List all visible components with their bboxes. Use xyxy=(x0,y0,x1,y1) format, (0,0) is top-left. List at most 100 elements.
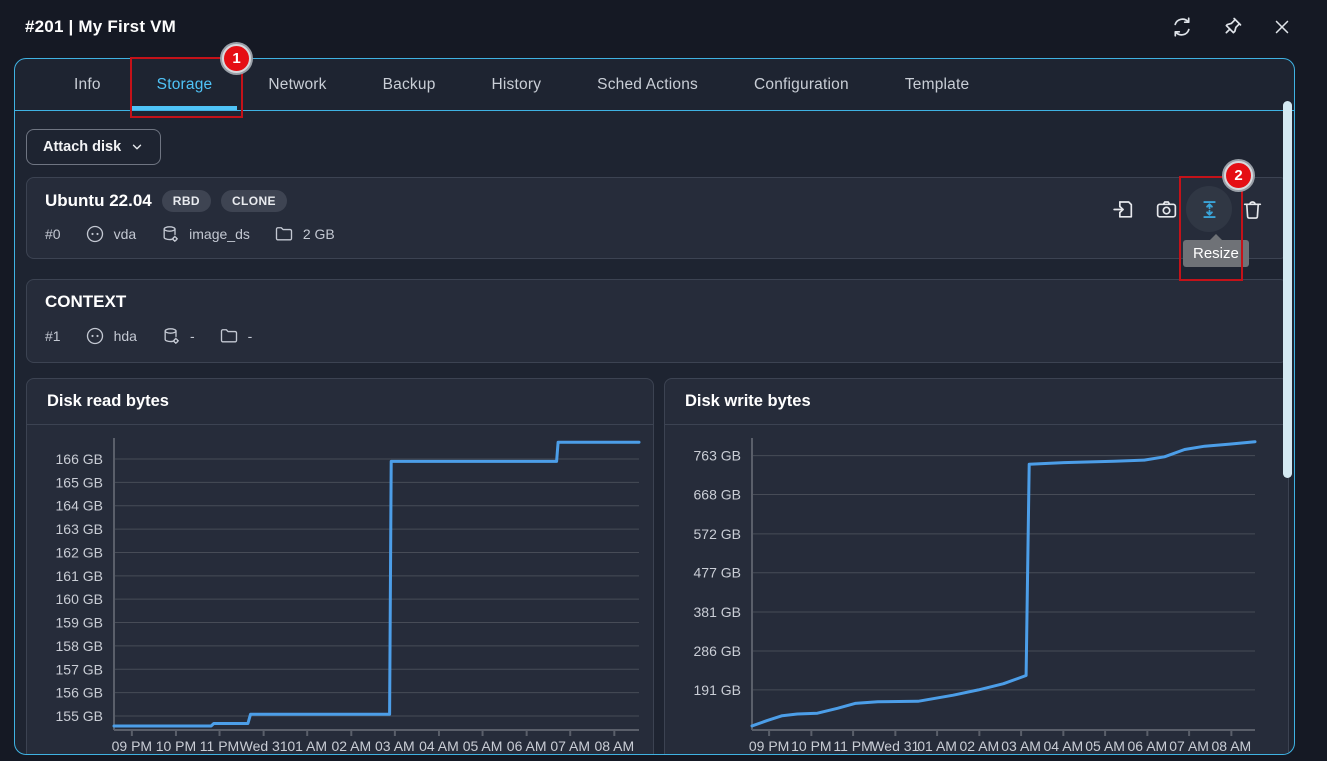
svg-text:155 GB: 155 GB xyxy=(56,708,103,724)
datastore-icon xyxy=(161,326,181,346)
svg-text:08 AM: 08 AM xyxy=(1212,738,1252,754)
disk-id: #1 xyxy=(45,328,61,344)
tab-history[interactable]: History xyxy=(467,59,567,110)
svg-text:10 PM: 10 PM xyxy=(156,738,196,754)
folder-icon xyxy=(274,224,294,244)
svg-text:07 AM: 07 AM xyxy=(550,738,590,754)
dialog-titlebar: #201 | My First VM xyxy=(0,0,1327,58)
svg-text:05 AM: 05 AM xyxy=(463,738,503,754)
camera-snapshot-icon xyxy=(1154,197,1179,222)
svg-text:668 GB: 668 GB xyxy=(694,487,741,503)
svg-text:162 GB: 162 GB xyxy=(56,544,103,560)
disk-type-badge: RBD xyxy=(162,190,211,212)
disk-write-chart: 191 GB 286 GB 381 GB 477 GB 572 GB 668 GB 763 … xyxy=(673,427,1263,755)
save-as-button[interactable] xyxy=(1110,196,1136,222)
svg-text:156 GB: 156 GB xyxy=(56,685,103,701)
pin-icon xyxy=(1215,10,1249,44)
tab-network[interactable]: Network xyxy=(243,59,351,110)
disk-datastore: - xyxy=(190,328,195,344)
disk-size: - xyxy=(248,328,253,344)
svg-text:07 AM: 07 AM xyxy=(1169,738,1209,754)
attach-disk-button[interactable]: Attach disk xyxy=(26,129,161,165)
chart-title-read: Disk read bytes xyxy=(47,392,169,411)
trash-icon xyxy=(1240,197,1265,222)
svg-text:Wed 31: Wed 31 xyxy=(871,738,919,754)
svg-text:04 AM: 04 AM xyxy=(1044,738,1084,754)
svg-text:01 AM: 01 AM xyxy=(917,738,957,754)
svg-text:11 PM: 11 PM xyxy=(200,738,239,754)
folder-icon xyxy=(219,326,239,346)
pin-button[interactable] xyxy=(1218,13,1246,41)
refresh-icon xyxy=(1170,15,1194,39)
save-as-icon xyxy=(1111,197,1136,222)
tab-info[interactable]: Info xyxy=(49,59,126,110)
resize-tooltip: Resize xyxy=(1183,240,1249,267)
svg-text:381 GB: 381 GB xyxy=(694,604,741,620)
disk-id-icon xyxy=(85,224,105,244)
svg-text:03 AM: 03 AM xyxy=(375,738,415,754)
disk-write-chart-card: Disk write bytes 191 GB 286 GB 381 GB 477 G… xyxy=(664,378,1289,755)
svg-text:03 AM: 03 AM xyxy=(1001,738,1041,754)
svg-text:02 AM: 02 AM xyxy=(331,738,371,754)
disk-target: hda xyxy=(114,328,137,344)
svg-text:05 AM: 05 AM xyxy=(1085,738,1125,754)
disk-actions xyxy=(1110,196,1265,222)
svg-text:161 GB: 161 GB xyxy=(56,568,103,584)
resize-icon xyxy=(1197,197,1222,222)
tab-configuration[interactable]: Configuration xyxy=(729,59,874,110)
storage-tab-content: Attach disk Ubuntu 22.04 RBD CLONE #0 vd… xyxy=(15,111,1294,755)
svg-text:165 GB: 165 GB xyxy=(56,474,103,490)
disk-read-chart-card: Disk read bytes 155 GB 156 GB 157 GB 158 GB… xyxy=(26,378,654,755)
svg-text:286 GB: 286 GB xyxy=(694,643,741,659)
disk-datastore: image_ds xyxy=(189,226,250,242)
tab-storage[interactable]: Storage xyxy=(132,59,238,110)
resize-button[interactable] xyxy=(1196,196,1222,222)
vm-title: #201 | My First VM xyxy=(25,17,176,37)
svg-text:02 AM: 02 AM xyxy=(960,738,1000,754)
datastore-icon xyxy=(160,224,180,244)
svg-text:158 GB: 158 GB xyxy=(56,638,103,654)
svg-text:763 GB: 763 GB xyxy=(694,448,741,464)
detach-button[interactable] xyxy=(1239,196,1265,222)
svg-text:477 GB: 477 GB xyxy=(694,565,741,581)
svg-text:11 PM: 11 PM xyxy=(833,738,872,754)
svg-text:191 GB: 191 GB xyxy=(694,682,741,698)
close-icon xyxy=(1271,16,1293,38)
svg-text:164 GB: 164 GB xyxy=(56,498,103,514)
svg-text:08 AM: 08 AM xyxy=(594,738,634,754)
annotation-badge-step-2: 2 xyxy=(1224,161,1253,190)
disk-size: 2 GB xyxy=(303,226,335,242)
close-button[interactable] xyxy=(1268,13,1296,41)
svg-text:06 AM: 06 AM xyxy=(1128,738,1168,754)
disk-name: Ubuntu 22.04 xyxy=(45,191,152,211)
svg-text:163 GB: 163 GB xyxy=(56,521,103,537)
svg-text:166 GB: 166 GB xyxy=(56,451,103,467)
svg-text:09 PM: 09 PM xyxy=(749,738,789,754)
disk-row-ubuntu: Ubuntu 22.04 RBD CLONE #0 vda image_ds xyxy=(26,177,1288,259)
svg-text:06 AM: 06 AM xyxy=(507,738,547,754)
snapshot-button[interactable] xyxy=(1153,196,1179,222)
disk-name: CONTEXT xyxy=(45,292,126,312)
attach-disk-label: Attach disk xyxy=(43,139,121,155)
disk-clone-badge: CLONE xyxy=(221,190,287,212)
refresh-button[interactable] xyxy=(1168,13,1196,41)
chart-title-write: Disk write bytes xyxy=(685,392,811,411)
svg-text:Wed 31: Wed 31 xyxy=(240,738,288,754)
disk-read-chart: 155 GB156 GB157 GB158 GB159 GB160 GB161 … xyxy=(35,427,647,755)
vertical-scrollbar-thumb[interactable] xyxy=(1283,101,1292,478)
tab-backup[interactable]: Backup xyxy=(358,59,461,110)
svg-text:157 GB: 157 GB xyxy=(56,661,103,677)
tab-template[interactable]: Template xyxy=(880,59,995,110)
titlebar-actions xyxy=(1168,13,1296,41)
svg-text:572 GB: 572 GB xyxy=(694,526,741,542)
svg-text:04 AM: 04 AM xyxy=(419,738,459,754)
chevron-down-icon xyxy=(130,140,144,154)
tab-bar: Info Storage Network Backup History Sche… xyxy=(15,59,1294,111)
svg-text:160 GB: 160 GB xyxy=(56,591,103,607)
vm-detail-panel: Info Storage Network Backup History Sche… xyxy=(14,58,1295,755)
svg-text:09 PM: 09 PM xyxy=(112,738,152,754)
disk-id: #0 xyxy=(45,226,61,242)
svg-text:10 PM: 10 PM xyxy=(791,738,831,754)
annotation-badge-step-1: 1 xyxy=(222,44,251,73)
tab-sched-actions[interactable]: Sched Actions xyxy=(572,59,723,110)
